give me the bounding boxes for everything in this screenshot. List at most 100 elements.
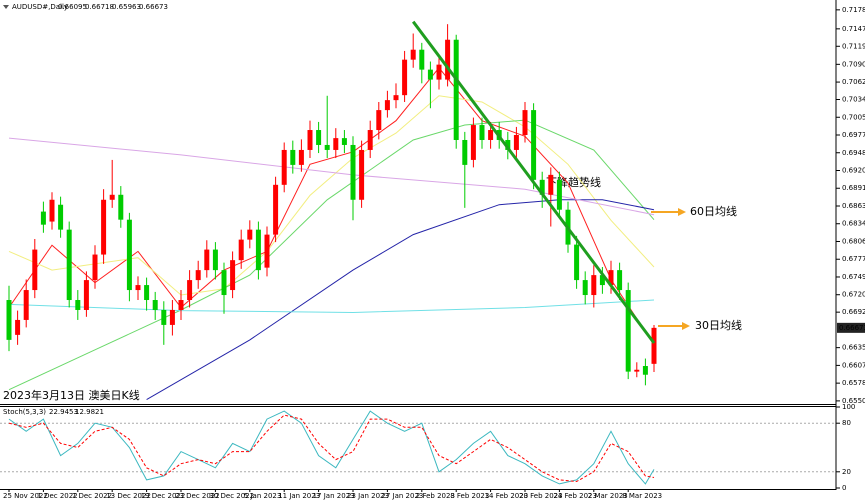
- x-tick-label: 19 Dec 2022: [141, 492, 186, 500]
- caption: 2023年3月13日 澳美日K线: [3, 388, 140, 402]
- candle-body: [324, 144, 330, 150]
- candle-body: [316, 130, 322, 145]
- indicator-line: [8, 410, 655, 485]
- candle-body: [367, 130, 373, 150]
- y-tick-label: 0.70905: [842, 60, 865, 68]
- candle-body: [548, 174, 554, 195]
- moving-average: [8, 95, 655, 296]
- candle-body: [204, 249, 210, 271]
- ma30-label: 30日均线: [695, 318, 742, 332]
- candle-body: [32, 249, 38, 291]
- y-tick-label: 0.70055: [842, 113, 865, 121]
- candle-body: [230, 260, 236, 291]
- candle-body: [281, 149, 287, 185]
- candle-body: [591, 275, 597, 296]
- x-tick-label: 14 Feb 2023: [485, 492, 529, 500]
- candle-body: [505, 139, 511, 150]
- candle-body: [393, 95, 399, 101]
- candle-body: [445, 39, 451, 80]
- x-tick-label: 30 Dec 2022: [209, 492, 254, 500]
- y-tick-label: 0.69485: [842, 149, 865, 157]
- candle-body: [135, 285, 141, 291]
- indicator-k-value: 22.9453: [49, 408, 78, 416]
- x-tick-label: 17 Jan 2023: [313, 492, 355, 500]
- candle-body: [462, 139, 468, 165]
- candle-body: [255, 229, 261, 271]
- candle-body: [651, 327, 657, 364]
- x-tick-label: 25 Nov 2022: [3, 492, 48, 500]
- candle-body: [144, 285, 150, 301]
- x-tick-label: 20 Feb 2023: [519, 492, 563, 500]
- moving-average: [8, 67, 655, 346]
- candle-body: [574, 244, 580, 281]
- candle-body: [264, 234, 270, 268]
- candle-body: [238, 239, 244, 261]
- x-tick-label: 13 Dec 2022: [106, 492, 151, 500]
- candle-body: [290, 149, 296, 165]
- x-tick-label: 8 Mar 2023: [622, 492, 662, 500]
- stoch-header: Stoch(5,3,3) 22.9453 12.9821: [3, 408, 104, 416]
- candle-body: [513, 135, 519, 150]
- trendline: [411, 20, 656, 344]
- candle-body: [178, 300, 184, 310]
- candle-body: [350, 144, 356, 200]
- annotation-arrowhead: [678, 208, 686, 216]
- candle-body: [419, 49, 425, 70]
- candle-body: [359, 149, 365, 200]
- y-tick-label: 0: [842, 484, 846, 492]
- candle-body: [642, 366, 648, 375]
- candle-body: [488, 130, 494, 140]
- candle-body: [169, 309, 175, 325]
- candle-body: [58, 204, 64, 230]
- candle-body: [582, 280, 588, 296]
- candle-body: [384, 100, 390, 111]
- indicator-line: [8, 414, 655, 483]
- y-tick-label: 0.71195: [842, 42, 865, 50]
- candle-body: [92, 254, 98, 281]
- y-tick-label: 0.68915: [842, 184, 865, 192]
- last-price-label: 0.66673: [839, 324, 865, 332]
- x-tick-label: 2 Mar 2023: [588, 492, 628, 500]
- candle-body: [298, 149, 304, 165]
- x-tick-label: 7 Dec 2022: [72, 492, 112, 500]
- candle-body: [273, 184, 279, 235]
- candle-body: [161, 309, 167, 325]
- y-tick-label: 80: [842, 419, 851, 427]
- header-open: 0.66095: [58, 3, 87, 11]
- candle-body: [522, 110, 528, 136]
- candle-body: [118, 194, 124, 220]
- x-tick-label: 23 Jan 2023: [347, 492, 389, 500]
- moving-average: [8, 119, 655, 391]
- candle-body: [599, 275, 605, 286]
- y-tick-label: 0.67205: [842, 291, 865, 299]
- candle-body: [40, 211, 46, 225]
- candle-body: [333, 138, 339, 150]
- trendline-label: 下降趋势线: [546, 175, 601, 189]
- x-tick-label: 1 Dec 2022: [37, 492, 77, 500]
- candle-body: [617, 270, 623, 291]
- indicator-d-value: 12.9821: [75, 408, 104, 416]
- candle-body: [66, 229, 72, 301]
- candle-body: [83, 280, 89, 310]
- candle-body: [6, 300, 12, 340]
- candle-body: [307, 130, 313, 150]
- candle-body: [634, 369, 640, 372]
- candle-body: [15, 319, 21, 335]
- y-tick-label: 0.65500: [842, 397, 865, 405]
- candle-body: [341, 138, 347, 145]
- y-tick-label: 20: [842, 468, 851, 476]
- candle-body: [195, 270, 201, 281]
- annotation-arrowhead: [682, 322, 690, 330]
- candle-body: [221, 270, 227, 296]
- candle-body: [625, 290, 631, 372]
- x-tick-label: 2 Feb 2023: [416, 492, 455, 500]
- last-price-box: [837, 322, 865, 333]
- candle-body: [479, 125, 485, 140]
